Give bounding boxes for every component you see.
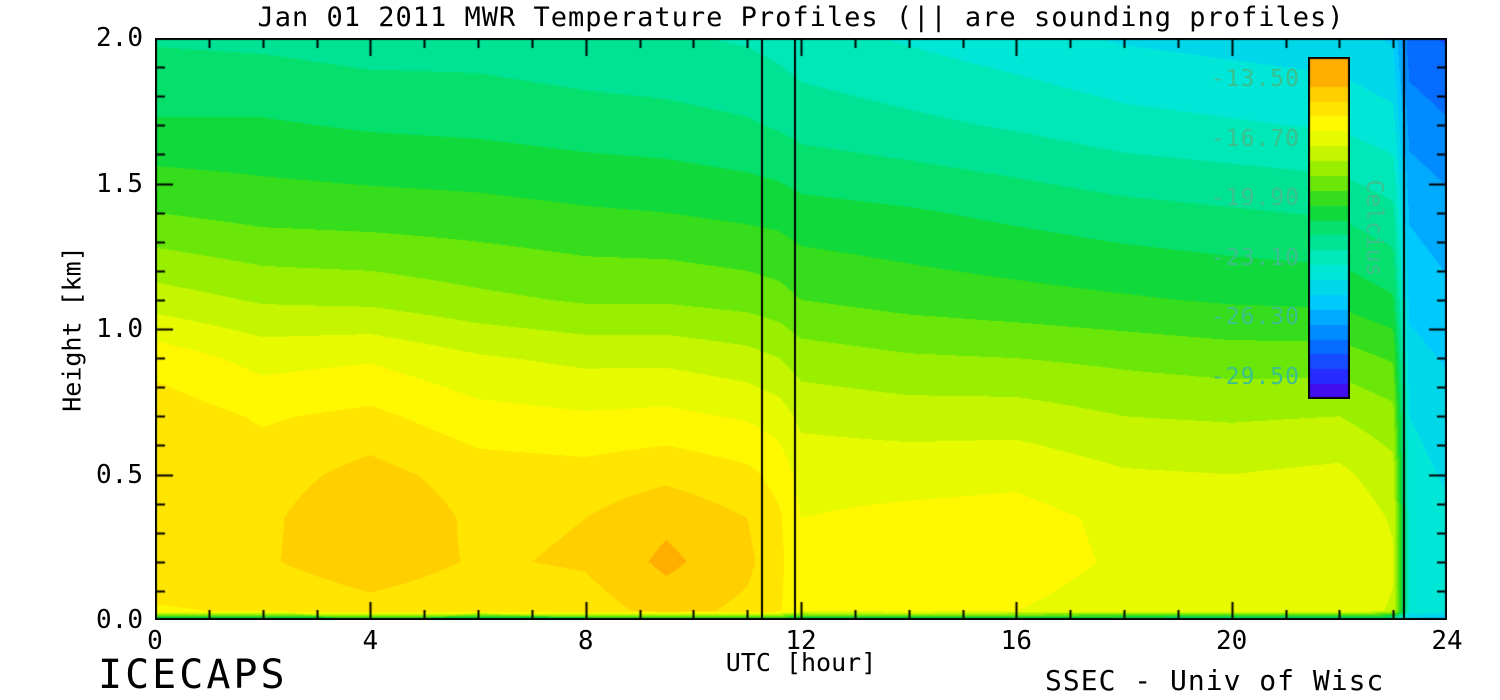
y-tick-label: 2.0 <box>96 23 143 53</box>
y-tick-label: 0.5 <box>96 459 143 490</box>
y-tick-label: 1.5 <box>96 168 143 199</box>
x-tick-label: 20 <box>1216 626 1248 656</box>
credit-label: SSEC - Univ of Wisc <box>1045 664 1385 697</box>
x-tick-label: 12 <box>785 626 817 656</box>
x-axis-label: UTC [hour] <box>725 648 877 677</box>
colorbar <box>1308 57 1350 399</box>
colorbar-tick-label: -13.50 <box>1210 66 1300 93</box>
x-tick-label: 0 <box>147 626 163 656</box>
colorbar-tick-label: -29.50 <box>1210 363 1300 390</box>
y-tick-label: 0.0 <box>96 605 143 635</box>
y-tick-label: 1.0 <box>96 314 143 344</box>
project-name-label: ICECAPS <box>98 652 288 698</box>
x-tick-label: 24 <box>1431 626 1463 656</box>
x-tick-label: 8 <box>577 626 594 656</box>
x-tick-label: 16 <box>1000 626 1032 656</box>
colorbar-unit-label: Celcius <box>1361 179 1387 277</box>
x-tick-label: 4 <box>362 626 379 656</box>
chart-title: Jan 01 2011 MWR Temperature Profiles (||… <box>257 2 1345 33</box>
colorbar-tick-label: -26.30 <box>1210 304 1300 331</box>
temperature-heatmap-canvas <box>155 38 1447 620</box>
colorbar-tick-label: -23.10 <box>1210 244 1300 271</box>
colorbar-tick-label: -19.90 <box>1210 185 1300 212</box>
colorbar-tick-label: -16.70 <box>1210 125 1300 152</box>
